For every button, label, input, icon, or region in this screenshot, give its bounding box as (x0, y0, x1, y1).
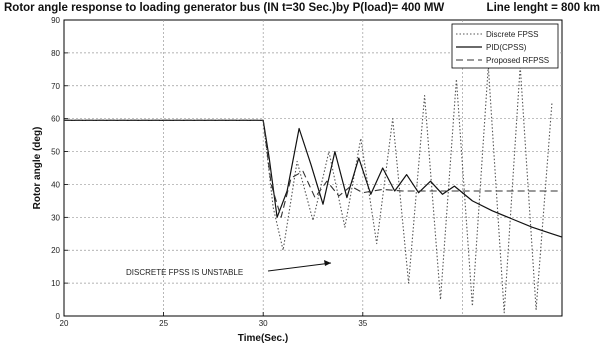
y-tick-label: 50 (51, 148, 60, 157)
x-axis-label: Time(Sec.) (238, 333, 288, 344)
y-tick-label: 60 (51, 115, 60, 124)
plot-area (63, 19, 563, 317)
y-tick-label: 90 (51, 16, 60, 25)
annotation-arrowhead (324, 260, 331, 266)
y-tick-label: 20 (51, 246, 60, 255)
series-lines (64, 65, 563, 314)
axis-ticks: 0 10 20 30 40 50 60 70 80 90 20 25 30 35 (51, 16, 368, 328)
annotation-arrow (267, 262, 332, 272)
x-tick-label: 35 (358, 319, 367, 328)
chart-title: Rotor angle response to loading generato… (4, 2, 445, 14)
series-line-0 (64, 65, 553, 314)
annotation-text: DISCRETE FPSS IS UNSTABLE (126, 268, 243, 277)
y-axis-label: Rotor angle (deg) (32, 127, 43, 210)
annotation: DISCRETE FPSS IS UNSTABLE (126, 260, 332, 277)
legend-label: Discrete FPSS (486, 30, 538, 39)
legend-box (451, 23, 559, 69)
y-tick-label: 30 (51, 213, 60, 222)
legend-label: PID(CPSS) (486, 43, 527, 52)
y-tick-label: 80 (51, 49, 60, 58)
y-tick-label: 0 (56, 312, 61, 321)
legend: Discrete FPSS PID(CPSS) Proposed RFPSS (451, 23, 559, 69)
series-line-1 (64, 119, 563, 238)
y-tick-label: 70 (51, 82, 60, 91)
x-tick-label: 30 (259, 319, 268, 328)
y-tick-label: 40 (51, 180, 60, 189)
line-length-label: Line lenght = 800 km (486, 2, 600, 14)
legend-label: Proposed RFPSS (486, 56, 549, 65)
y-tick-label: 10 (51, 279, 60, 288)
x-tick-label: 20 (60, 319, 69, 328)
x-tick-label: 25 (159, 319, 168, 328)
series-line-2 (64, 119, 562, 218)
